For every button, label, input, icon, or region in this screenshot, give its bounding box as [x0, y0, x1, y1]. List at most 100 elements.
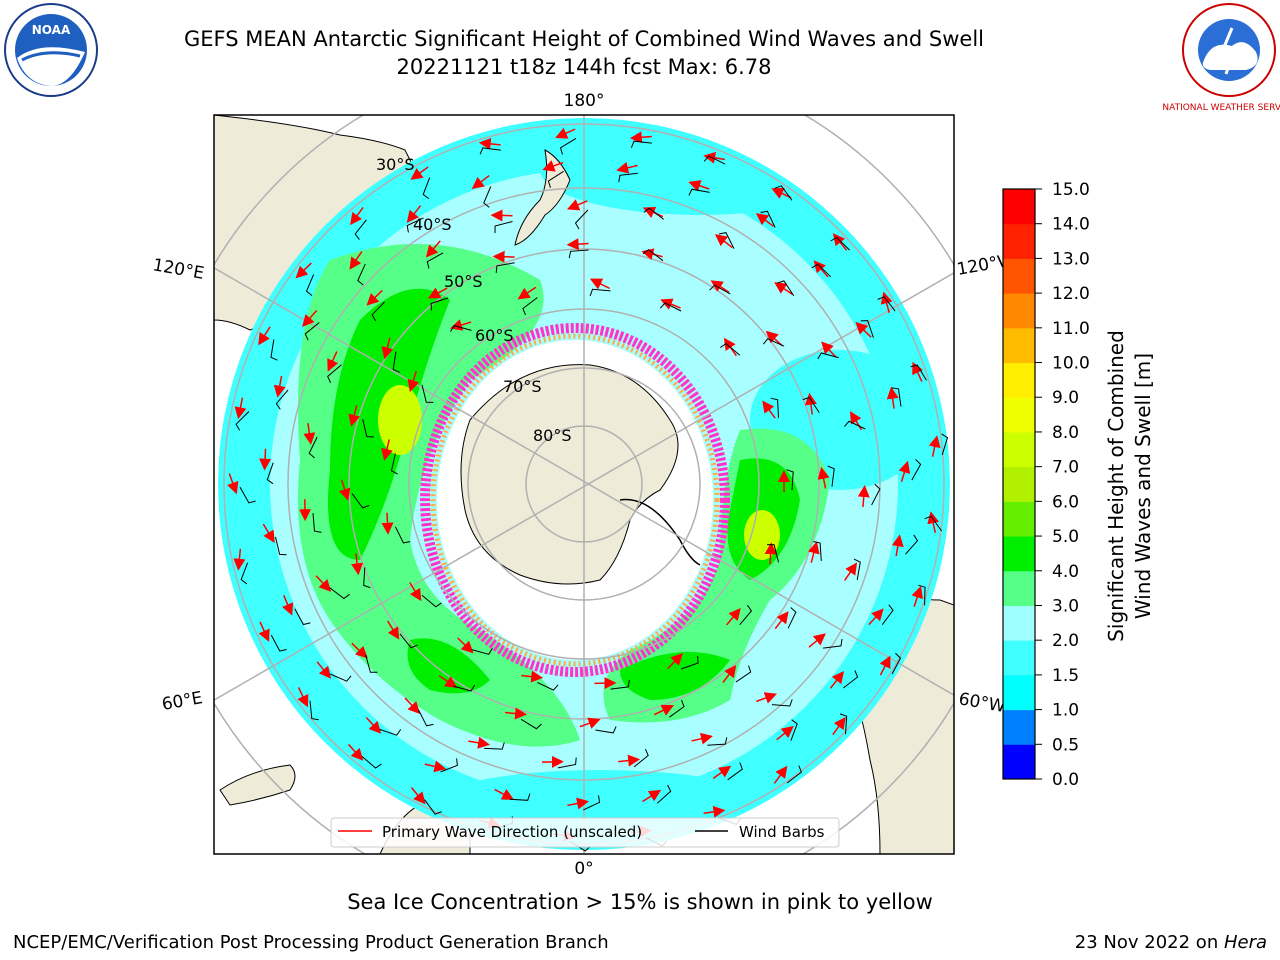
wind-barb	[735, 665, 752, 683]
wave-arrow	[259, 448, 272, 471]
colorbar-cell	[1003, 501, 1035, 537]
colorbar-cell	[1003, 744, 1035, 780]
wind-barb	[235, 411, 250, 431]
wave-arrow	[849, 411, 863, 431]
wind-barb	[394, 526, 411, 544]
colorbar: 0.0 0.5 1.0 1.5 2.0 3.0 4.0 5.0 6.0 7.0 8.0 9.0 10.0…	[1002, 180, 1155, 790]
wave-arrow	[832, 233, 848, 251]
footer-host: Hera	[1223, 932, 1267, 953]
land-new-zealand	[514, 149, 571, 246]
wind-barb	[589, 288, 611, 297]
wind-barb	[275, 389, 289, 410]
wave-arrow	[347, 743, 364, 761]
wind-barb	[871, 483, 881, 506]
wind-barb	[720, 342, 741, 356]
wind-barb	[557, 757, 577, 769]
nws-logo-text: NATIONAL WEATHER SERVICE	[1162, 103, 1280, 113]
colorbar-cell	[1003, 431, 1035, 468]
wind-barb	[266, 462, 274, 485]
wind-barb	[312, 513, 322, 533]
wave-arrow	[844, 562, 858, 581]
nws-logo: NATIONAL WEATHER SERVICE	[1162, 3, 1280, 113]
wind-barb	[817, 352, 839, 360]
wind-barb	[327, 364, 342, 384]
wave-arrow	[891, 534, 904, 557]
wave-arrow	[855, 321, 872, 338]
wave-arrow	[295, 262, 312, 279]
colorbar-cell	[1003, 605, 1035, 641]
wave-arrow	[629, 131, 652, 144]
wave-arrow	[710, 280, 730, 293]
wave-arrow	[566, 238, 589, 251]
colorbar-tick-label: 12.0	[1052, 284, 1090, 304]
wind-barb	[308, 436, 318, 459]
wind-barb	[877, 296, 896, 312]
wave-arrow	[911, 585, 923, 608]
wave-arrow	[618, 754, 641, 767]
wave-arrow	[555, 127, 576, 139]
wave-arrow	[808, 633, 826, 648]
wind-barb	[361, 756, 382, 769]
wind-barb	[309, 700, 319, 721]
wave-arrow	[468, 736, 491, 749]
map-subtitle: 20221121 t18z 144h fcst Max: 6.78	[396, 55, 772, 79]
wind-barb	[853, 558, 861, 580]
wind-barb	[453, 684, 476, 692]
wind-barb	[365, 654, 378, 673]
wind-barb	[574, 209, 589, 230]
wave-arrow	[262, 523, 275, 543]
wind-barb	[709, 284, 731, 295]
wind-barb	[830, 236, 850, 251]
wind-barb	[762, 338, 785, 347]
wind-barb	[240, 562, 249, 585]
wave-arrow	[579, 717, 601, 729]
wave-arrow	[773, 765, 788, 784]
wind-barb	[767, 544, 779, 563]
wind-barb	[703, 155, 726, 165]
wave-arrow	[258, 621, 270, 642]
wind-barb	[787, 607, 797, 629]
wind-barb	[421, 594, 442, 608]
wind-barb	[823, 638, 843, 649]
wave-arrow	[410, 786, 426, 805]
wave-arrow	[349, 251, 363, 270]
wave-arrow	[492, 250, 515, 263]
wind-barb	[839, 713, 848, 735]
wave-arrow	[813, 260, 829, 278]
wind-barb	[304, 322, 320, 341]
colorbar-cell	[1003, 258, 1035, 294]
colorbar-tick-label: 10.0	[1052, 354, 1090, 374]
wave-arrow	[566, 199, 588, 211]
colorbar-tick-label: 14.0	[1052, 215, 1090, 235]
wave-arrow	[776, 725, 794, 741]
wind-barb	[440, 758, 458, 773]
colorbar-tick-label: 15.0	[1052, 180, 1090, 200]
colorbar-cell	[1003, 709, 1035, 745]
wave-arrow	[691, 732, 713, 745]
wave-arrow	[722, 665, 737, 683]
wave-arrow	[302, 309, 318, 327]
wind-barb	[379, 728, 402, 736]
wind-barb	[522, 297, 538, 316]
map-frame	[213, 114, 955, 855]
wind-barb	[390, 453, 398, 475]
wind-barb	[595, 726, 617, 734]
noaa-logo: NOAA	[4, 3, 98, 97]
colorbar-tick-label: 9.0	[1052, 388, 1079, 408]
wind-barb	[905, 534, 919, 555]
wave-arrow	[297, 687, 309, 708]
wind-barb	[371, 301, 385, 322]
colorbar-label-line1: Significant Height of Combined	[1104, 330, 1128, 642]
colorbar-tick-label: 3.0	[1052, 596, 1079, 616]
wind-barb	[813, 541, 822, 561]
wind-barb	[827, 465, 835, 487]
wave-arrow	[351, 642, 368, 659]
wave-arrow	[857, 485, 870, 508]
colorbar-cell	[1003, 570, 1035, 606]
wave-arrow	[350, 206, 364, 226]
wind-barb	[610, 679, 630, 690]
colorbar-tick-label: 11.0	[1052, 319, 1090, 339]
wave-arrow	[282, 595, 294, 616]
lat-label-30s: 30°S	[376, 155, 415, 174]
wind-barb	[330, 673, 352, 682]
